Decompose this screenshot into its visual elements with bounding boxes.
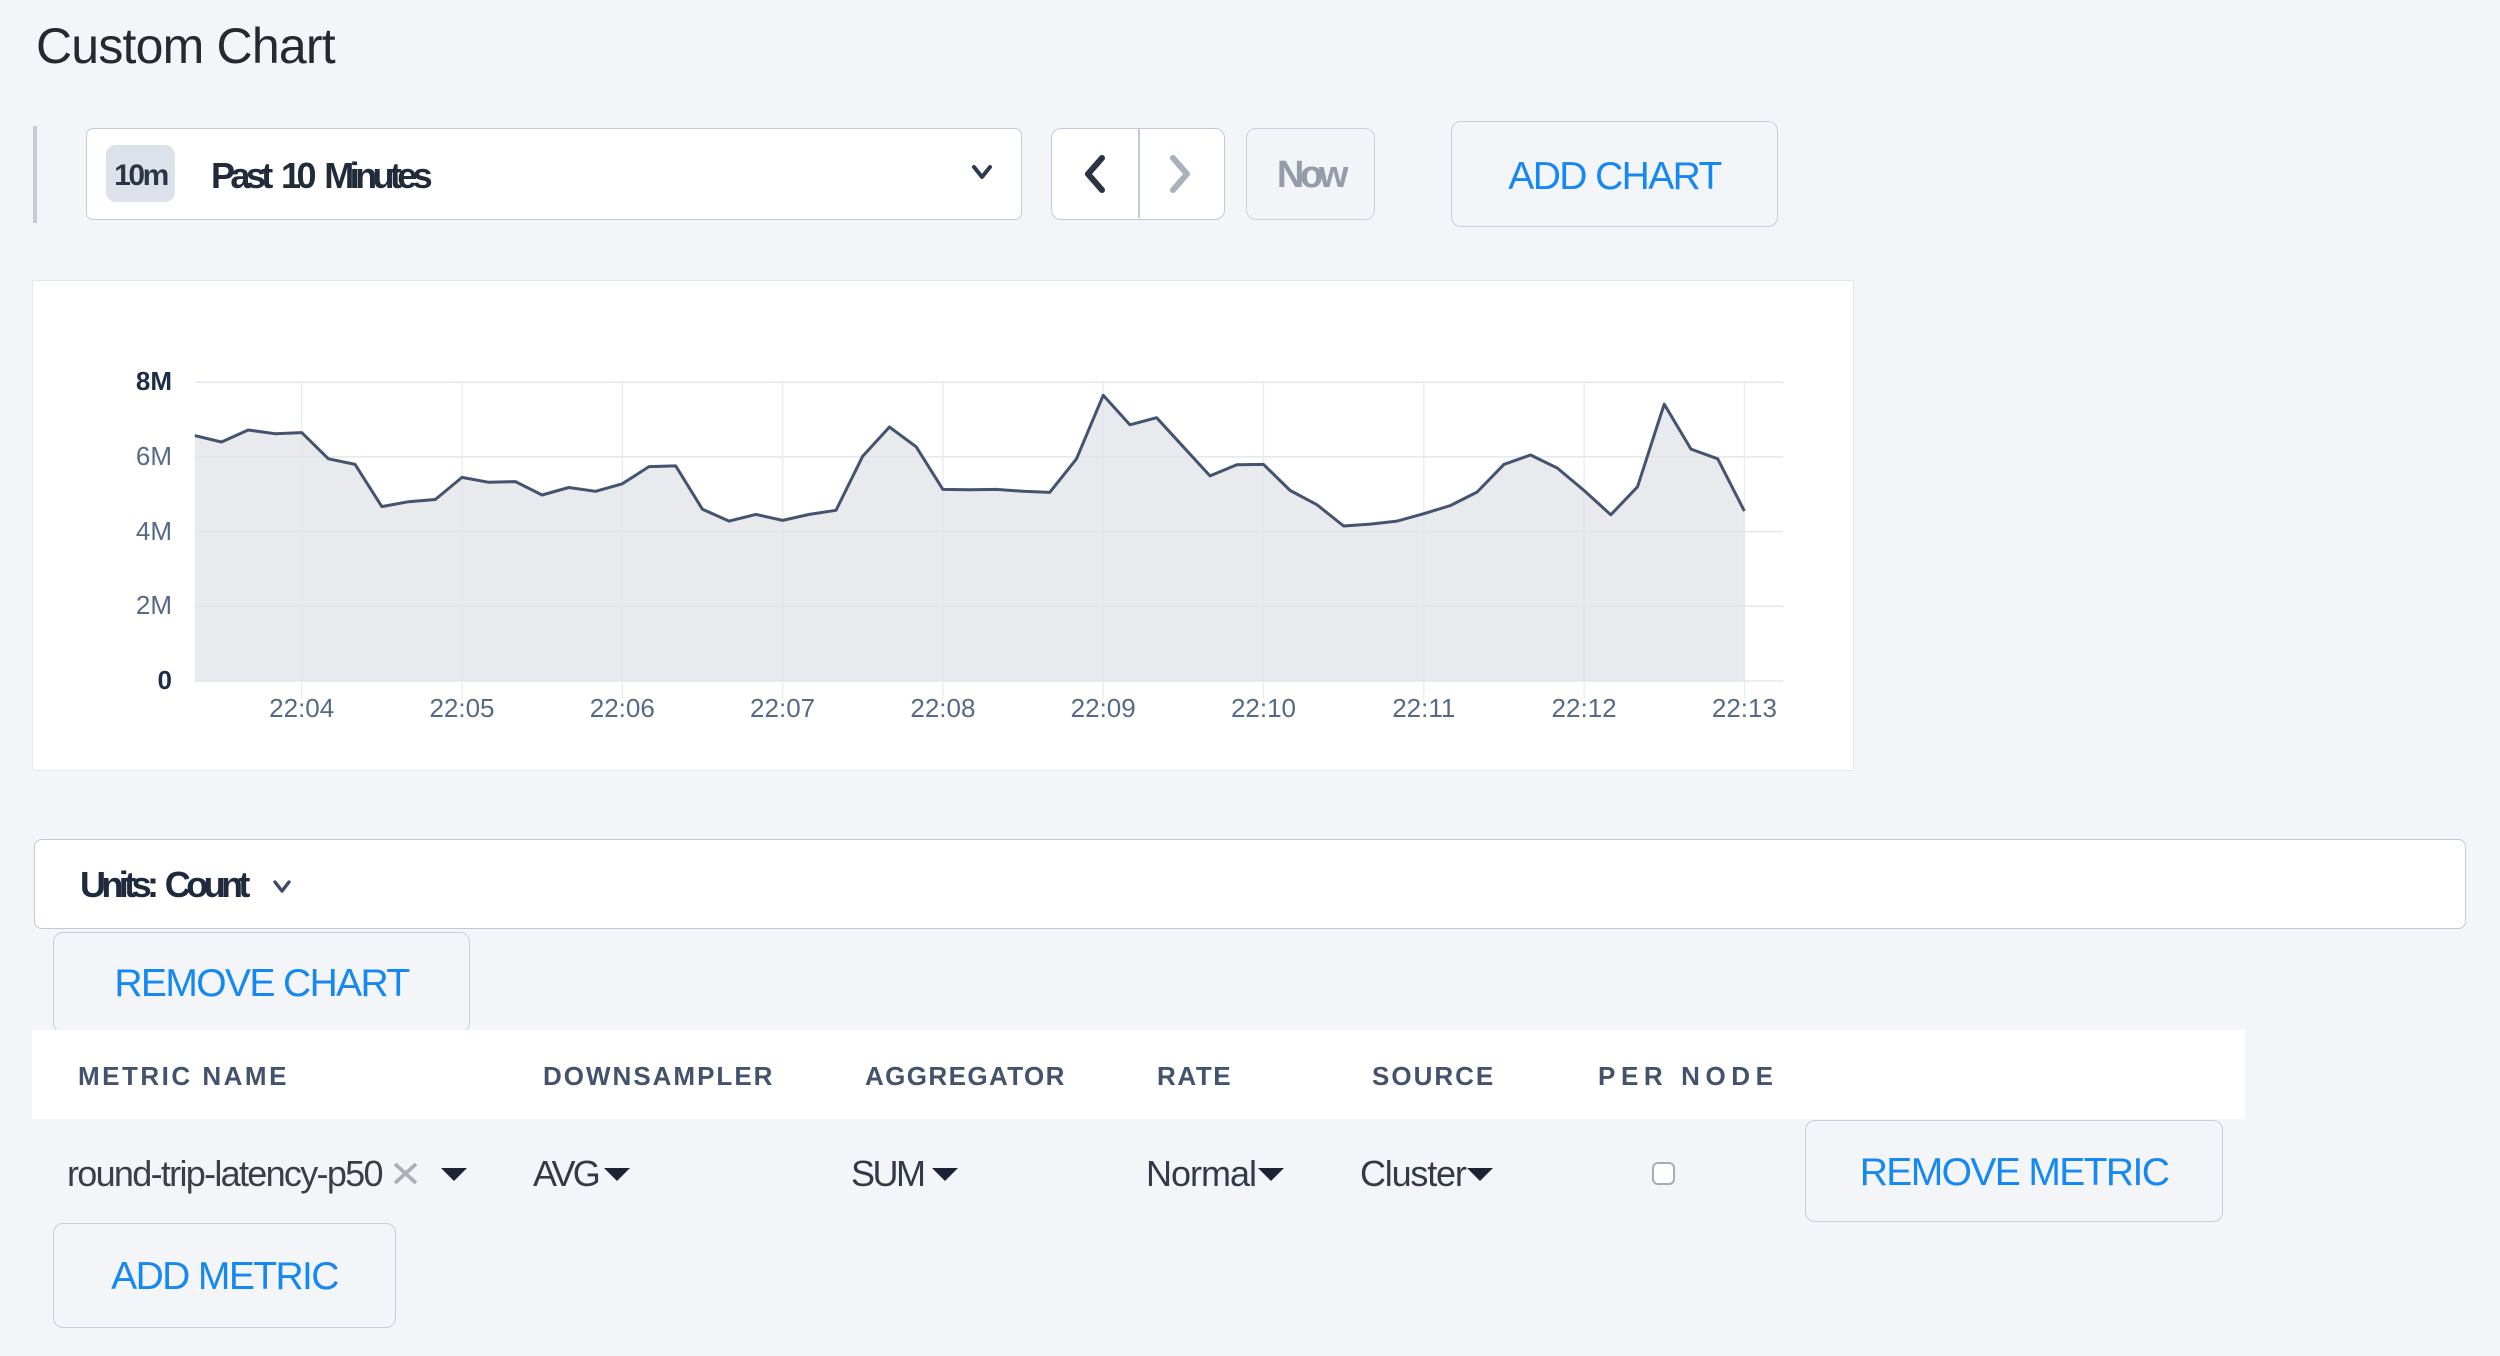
svg-text:22:11: 22:11 bbox=[1392, 693, 1455, 723]
svg-text:22:07: 22:07 bbox=[750, 693, 815, 723]
svg-text:22:08: 22:08 bbox=[910, 693, 975, 723]
svg-text:22:06: 22:06 bbox=[590, 693, 655, 723]
svg-text:22:12: 22:12 bbox=[1552, 693, 1617, 723]
svg-text:22:09: 22:09 bbox=[1071, 693, 1136, 723]
svg-text:2M: 2M bbox=[136, 590, 172, 620]
svg-text:22:10: 22:10 bbox=[1231, 693, 1296, 723]
svg-text:0: 0 bbox=[158, 665, 172, 695]
svg-text:22:05: 22:05 bbox=[429, 693, 494, 723]
svg-text:6M: 6M bbox=[136, 441, 172, 471]
svg-text:4M: 4M bbox=[136, 516, 172, 546]
svg-text:22:13: 22:13 bbox=[1712, 693, 1777, 723]
svg-text:8M: 8M bbox=[136, 366, 172, 396]
svg-text:22:04: 22:04 bbox=[269, 693, 334, 723]
